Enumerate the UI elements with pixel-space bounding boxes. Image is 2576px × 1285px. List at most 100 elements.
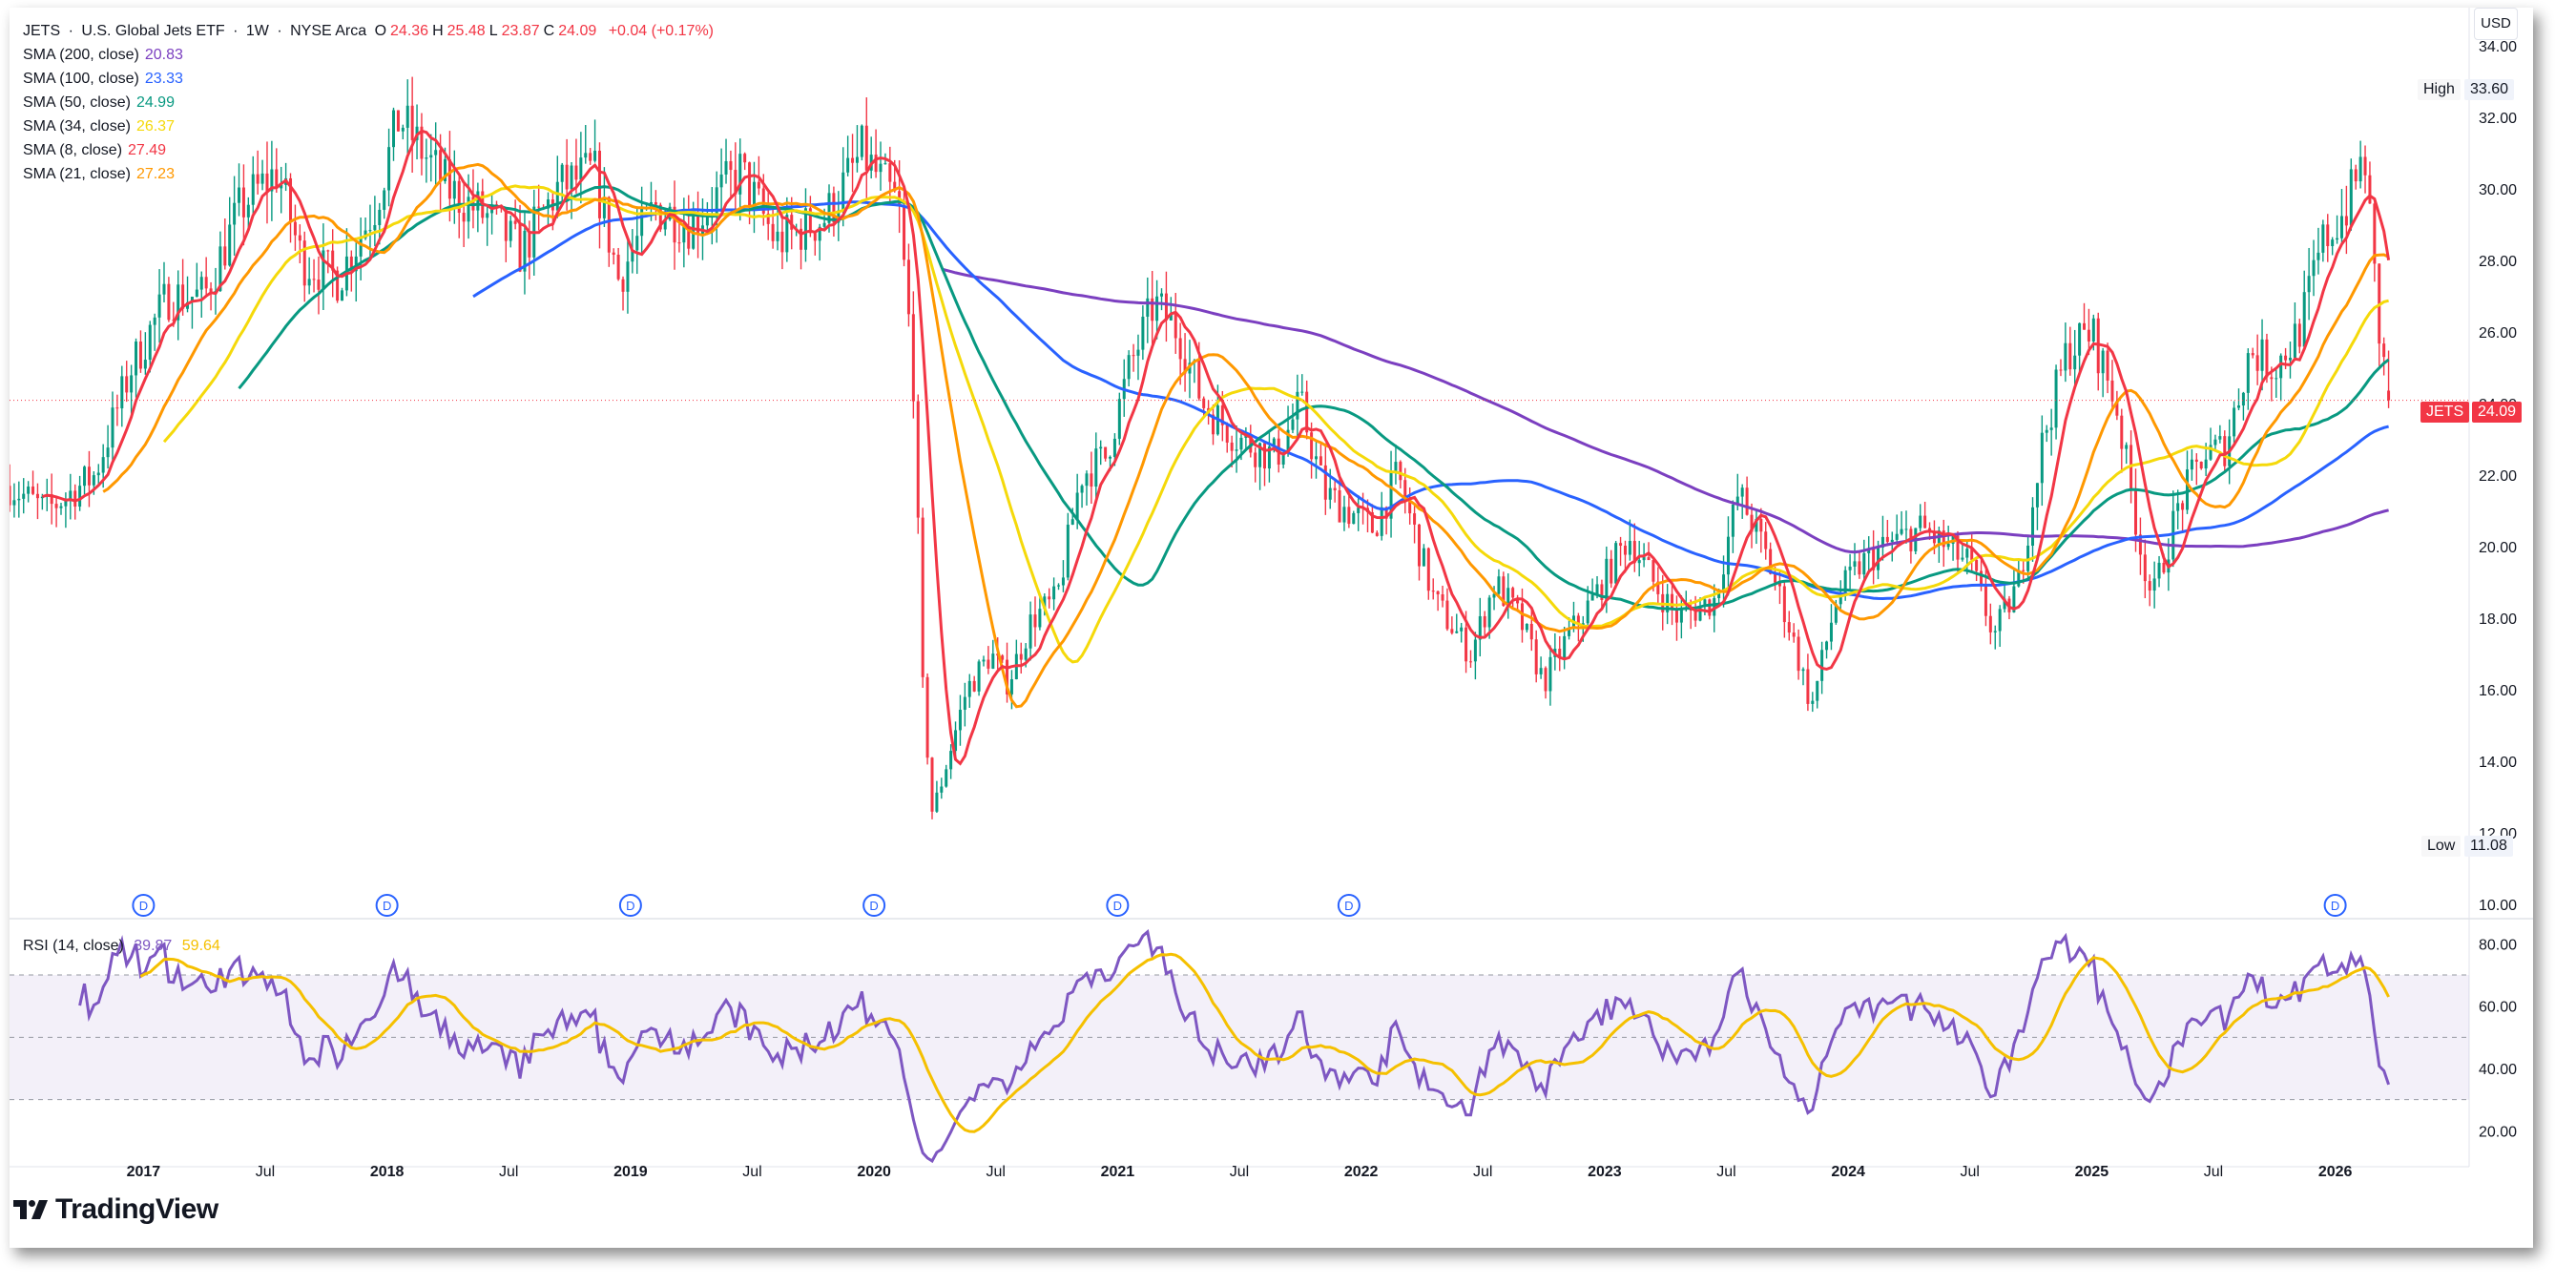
- candle-body: [209, 288, 213, 294]
- dividend-marker-icon[interactable]: [132, 894, 156, 917]
- candle-body: [593, 151, 597, 161]
- candle-body: [275, 169, 279, 189]
- indicator-row[interactable]: SMA (21, close) 27.23: [23, 162, 717, 186]
- indicator-value: 27.23: [135, 166, 175, 182]
- indicator-row[interactable]: SMA (34, close) 26.37: [23, 114, 717, 138]
- candle-body: [1267, 446, 1271, 469]
- chart-canvas[interactable]: 10.0012.0014.0016.0018.0020.0022.0024.00…: [10, 8, 2533, 1248]
- rsi-tick-label: 20.00: [2479, 1124, 2517, 1140]
- candle-body: [1487, 597, 1491, 628]
- candle-body: [631, 250, 634, 262]
- candle-body: [1403, 480, 1407, 502]
- candle-body: [2096, 318, 2100, 374]
- candle-body: [1740, 487, 1744, 497]
- candle-body: [1043, 596, 1047, 610]
- x-tick-label: Jul: [987, 1164, 1006, 1180]
- indicator-label: SMA (100, close): [23, 71, 139, 87]
- candle-body: [204, 277, 208, 289]
- indicator-row[interactable]: SMA (8, close) 27.49: [23, 138, 717, 162]
- candle-body: [223, 246, 227, 266]
- candle-body: [546, 199, 550, 209]
- candle-body: [1413, 513, 1417, 525]
- candle-body: [83, 466, 87, 487]
- currency-button[interactable]: USD: [2474, 8, 2518, 40]
- candle-body: [2312, 259, 2316, 277]
- candle-body: [1380, 507, 1383, 536]
- candle-body: [1436, 591, 1440, 595]
- candle-body: [654, 201, 657, 205]
- indicator-value: 20.83: [144, 47, 183, 63]
- candle-body: [1310, 432, 1314, 460]
- brand-logo[interactable]: TradingView: [13, 1191, 218, 1229]
- candle-body: [135, 342, 138, 376]
- candle-body: [1600, 584, 1604, 600]
- indicator-label: SMA (8, close): [23, 142, 123, 158]
- candle-body: [1445, 600, 1449, 630]
- candle-body: [888, 163, 892, 182]
- candle-body: [1797, 636, 1800, 672]
- low-value: 11.08: [2464, 836, 2513, 857]
- candle-body: [911, 314, 915, 402]
- candle-body: [401, 127, 405, 132]
- sma-200-line: [941, 267, 2389, 554]
- indicator-row[interactable]: SMA (100, close) 23.33: [23, 67, 717, 91]
- candle-body: [1693, 611, 1697, 621]
- candle-body: [846, 157, 850, 173]
- candle-body: [1197, 360, 1201, 399]
- candle-body: [1581, 623, 1585, 626]
- candle-body: [322, 250, 325, 290]
- rsi-legend[interactable]: RSI (14, close) 39.87 59.64: [23, 938, 220, 955]
- candle-body: [1202, 398, 1206, 408]
- candle-body: [1656, 581, 1660, 594]
- dividend-marker-icon[interactable]: [1106, 894, 1130, 917]
- candle-body: [1806, 669, 1810, 704]
- x-tick-label: 2017: [127, 1164, 161, 1180]
- candle-body: [1895, 533, 1899, 540]
- candle-body: [734, 170, 737, 195]
- candle-body: [256, 174, 260, 184]
- dividend-marker-icon[interactable]: [618, 894, 642, 917]
- candle-body: [607, 197, 611, 253]
- candle-body: [1970, 549, 1974, 560]
- symbol-title-row[interactable]: JETS · U.S. Global Jets ETF · 1W · NYSE …: [23, 23, 714, 39]
- symbol[interactable]: JETS: [23, 23, 61, 39]
- y-tick-label: 28.00: [2479, 254, 2517, 270]
- candle-body: [1146, 298, 1150, 317]
- candle-body: [2363, 156, 2367, 176]
- candle-body: [1080, 486, 1084, 493]
- candle-body: [1338, 489, 1341, 523]
- candle-body: [1155, 296, 1159, 321]
- candle-body: [260, 173, 264, 184]
- candle-body: [17, 498, 21, 501]
- candle-body: [771, 223, 775, 241]
- candle-body: [1671, 593, 1674, 610]
- candle-body: [945, 769, 948, 787]
- indicator-row[interactable]: SMA (50, close) 24.99: [23, 91, 717, 114]
- candle-body: [1867, 548, 1871, 553]
- ohlc-key: H: [432, 23, 444, 39]
- candle-body: [138, 342, 142, 369]
- candle-body: [1511, 588, 1515, 598]
- candle-body: [228, 224, 232, 266]
- x-tick-label: 2023: [1588, 1164, 1622, 1180]
- dividend-marker-icon[interactable]: [1337, 894, 1361, 917]
- candle-body: [190, 297, 194, 302]
- candle-body: [1052, 586, 1056, 600]
- candle-body: [92, 475, 95, 486]
- candle-body: [841, 172, 845, 211]
- candle-body: [1769, 549, 1773, 574]
- dividend-marker-icon[interactable]: [2323, 894, 2347, 917]
- candle-body: [434, 150, 438, 155]
- dividend-marker-icon[interactable]: [375, 894, 399, 917]
- candle-body: [218, 246, 222, 291]
- candle-body: [148, 324, 152, 361]
- candle-body: [1455, 631, 1459, 633]
- candle-body: [162, 283, 166, 295]
- indicator-row[interactable]: SMA (200, close) 20.83: [23, 43, 717, 67]
- dividend-marker-icon[interactable]: [862, 894, 886, 917]
- candle-body: [1811, 700, 1815, 704]
- candle-body: [574, 165, 578, 180]
- candle-body: [1858, 561, 1861, 575]
- interval[interactable]: 1W: [245, 23, 269, 39]
- candle-body: [1286, 429, 1290, 453]
